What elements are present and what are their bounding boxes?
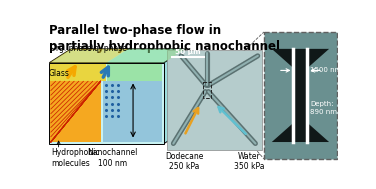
Bar (49, 63, 164, 144)
Text: Glass: Glass (49, 69, 70, 78)
Text: Dodecane
250 kPa: Dodecane 250 kPa (165, 152, 203, 171)
Polygon shape (205, 53, 209, 85)
Text: Nanochannel
100 nm: Nanochannel 100 nm (88, 148, 138, 168)
Polygon shape (208, 54, 259, 87)
Text: 1500 nm: 1500 nm (311, 67, 342, 73)
Text: Org. phase: Org. phase (50, 44, 92, 53)
Bar (264, 32, 337, 159)
Bar (203, 82, 211, 98)
Text: Water
350 kPa: Water 350 kPa (234, 152, 265, 171)
Polygon shape (272, 123, 329, 142)
Polygon shape (180, 55, 208, 87)
Text: Aq. phase: Aq. phase (89, 44, 127, 53)
Bar (107, 64, 162, 81)
Bar (103, 81, 162, 142)
Polygon shape (49, 49, 128, 63)
Text: Parallel two-phase flow in
partially hydrophobic nanochannel: Parallel two-phase flow in partially hyd… (49, 24, 280, 53)
Polygon shape (49, 49, 186, 63)
Polygon shape (172, 91, 207, 145)
Polygon shape (107, 49, 186, 63)
Polygon shape (272, 49, 329, 68)
Bar (293, 49, 308, 142)
Text: 50 μm: 50 μm (175, 49, 201, 55)
Text: Depth:
890 nm: Depth: 890 nm (311, 101, 338, 115)
Polygon shape (207, 90, 257, 145)
Text: Hydrophobic
molecules: Hydrophobic molecules (51, 148, 99, 168)
Bar (50, 64, 106, 81)
Bar (50, 81, 101, 142)
Polygon shape (164, 49, 186, 144)
Bar (167, 50, 262, 150)
